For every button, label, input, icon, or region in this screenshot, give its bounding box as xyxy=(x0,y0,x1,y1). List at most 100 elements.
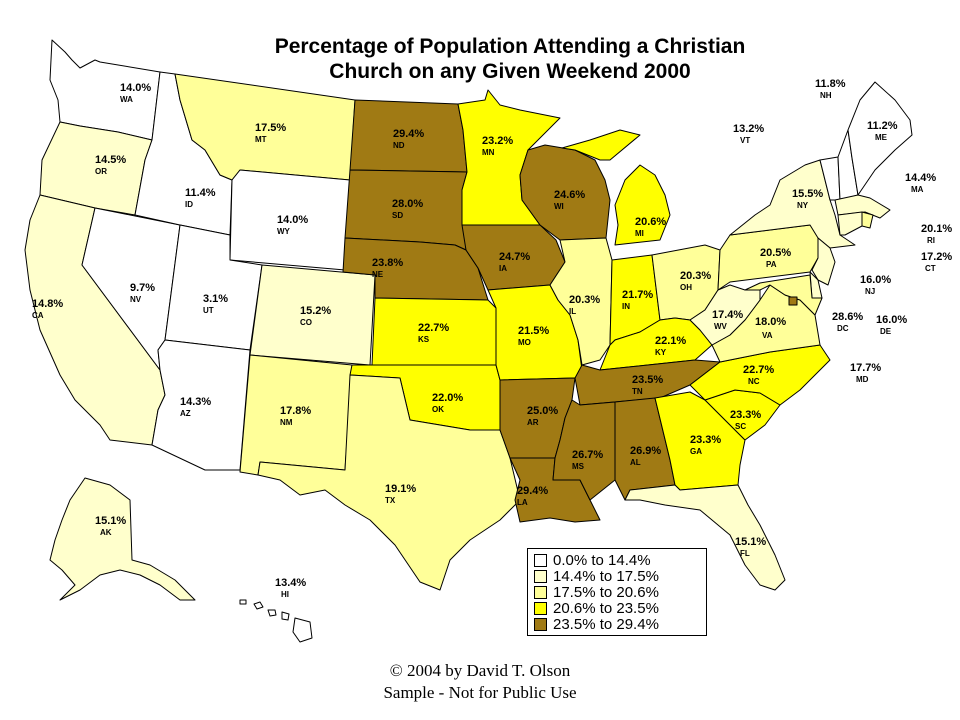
label-pct-AL: 26.9% xyxy=(630,445,661,457)
label-abbr-WV: WV xyxy=(714,322,728,331)
label-pct-WI: 24.6% xyxy=(554,189,585,201)
label-abbr-SC: SC xyxy=(735,422,746,431)
label-abbr-NV: NV xyxy=(130,295,142,304)
label-pct-IN: 21.7% xyxy=(622,289,653,301)
label-abbr-SD: SD xyxy=(392,211,403,220)
legend-item-2: 17.5% to 20.6% xyxy=(534,583,700,601)
label-abbr-AR: AR xyxy=(527,418,539,427)
label-pct-CO: 15.2% xyxy=(300,305,331,317)
label-abbr-OK: OK xyxy=(432,405,444,414)
state-NJ xyxy=(811,237,836,286)
label-pct-VA: 18.0% xyxy=(755,316,786,328)
state-SD xyxy=(344,169,468,251)
label-pct-MO: 21.5% xyxy=(518,325,549,337)
state-RI xyxy=(861,211,874,229)
state-AK xyxy=(49,477,196,601)
label-pct-NV: 9.7% xyxy=(130,282,155,294)
map-title: Percentage of Population Attending a Chr… xyxy=(250,34,770,84)
label-pct-WY: 14.0% xyxy=(277,214,308,226)
label-abbr-FL: FL xyxy=(740,549,750,558)
label-abbr-PA: PA xyxy=(766,260,777,269)
label-pct-HI: 13.4% xyxy=(275,577,306,589)
label-abbr-ND: ND xyxy=(393,141,405,150)
state-MS xyxy=(552,399,616,501)
label-abbr-NC: NC xyxy=(748,377,760,386)
label-abbr-OH: OH xyxy=(680,283,692,292)
label-abbr-MS: MS xyxy=(572,462,585,471)
label-abbr-CT: CT xyxy=(925,264,936,273)
legend-label-1: 14.4% to 17.5% xyxy=(553,567,659,585)
label-abbr-VT: VT xyxy=(740,136,750,145)
label-pct-UT: 3.1% xyxy=(203,293,228,305)
label-pct-AR: 25.0% xyxy=(527,405,558,417)
state-NE xyxy=(342,237,489,301)
label-pct-NJ: 16.0% xyxy=(860,274,891,286)
label-abbr-MT: MT xyxy=(255,135,267,144)
label-pct-VT: 13.2% xyxy=(733,123,764,135)
label-abbr-MI: MI xyxy=(635,229,644,238)
copyright-text: © 2004 by David T. Olson xyxy=(389,661,571,680)
label-pct-WV: 17.4% xyxy=(712,309,743,321)
title-line-2: Church on any Given Weekend 2000 xyxy=(329,60,691,83)
legend-label-3: 20.6% to 23.5% xyxy=(553,599,659,617)
label-abbr-AK: AK xyxy=(100,528,112,537)
label-abbr-MO: MO xyxy=(518,338,531,347)
label-pct-KY: 22.1% xyxy=(655,335,686,347)
state-labels: 14.0% WA 14.5% OR 14.8% CA 9.7% NV 11.4%… xyxy=(32,78,952,599)
label-abbr-GA: GA xyxy=(690,447,702,456)
label-pct-KS: 22.7% xyxy=(418,322,449,334)
label-abbr-AL: AL xyxy=(630,458,641,467)
label-abbr-IA: IA xyxy=(499,264,507,273)
label-abbr-TX: TX xyxy=(385,496,396,505)
label-pct-SD: 28.0% xyxy=(392,198,423,210)
label-abbr-CA: CA xyxy=(32,311,44,320)
label-pct-MT: 17.5% xyxy=(255,122,286,134)
label-pct-CT: 17.2% xyxy=(921,251,952,263)
label-pct-IL: 20.3% xyxy=(569,294,600,306)
legend-item-4: 23.5% to 29.4% xyxy=(534,615,700,633)
state-HI xyxy=(239,599,313,643)
legend-swatch-2 xyxy=(534,585,547,599)
label-pct-SC: 23.3% xyxy=(730,409,761,421)
legend-item-3: 20.6% to 23.5% xyxy=(534,599,700,617)
label-pct-ME: 11.2% xyxy=(867,120,898,132)
label-pct-MS: 26.7% xyxy=(572,449,603,461)
label-pct-WA: 14.0% xyxy=(120,82,151,94)
usage-notice: Sample - Not for Public Use xyxy=(383,683,577,702)
legend-label-2: 17.5% to 20.6% xyxy=(553,583,659,601)
label-pct-TX: 19.1% xyxy=(385,483,416,495)
label-abbr-OR: OR xyxy=(95,167,107,176)
label-abbr-UT: UT xyxy=(203,306,214,315)
label-pct-PA: 20.5% xyxy=(760,247,791,259)
label-abbr-MD: MD xyxy=(856,375,869,384)
label-abbr-NY: NY xyxy=(797,201,809,210)
legend-item-1: 14.4% to 17.5% xyxy=(534,567,700,585)
label-pct-MA: 14.4% xyxy=(905,172,936,184)
label-pct-ID: 11.4% xyxy=(185,187,216,199)
label-pct-NY: 15.5% xyxy=(792,188,823,200)
label-abbr-TN: TN xyxy=(632,387,643,396)
state-GA xyxy=(654,391,746,491)
legend-item-0: 0.0% to 14.4% xyxy=(534,551,700,569)
legend-label-4: 23.5% to 29.4% xyxy=(553,615,659,633)
label-pct-OH: 20.3% xyxy=(680,270,711,282)
label-abbr-CO: CO xyxy=(300,318,312,327)
label-abbr-MN: MN xyxy=(482,148,495,157)
label-pct-MI: 20.6% xyxy=(635,216,666,228)
label-pct-TN: 23.5% xyxy=(632,374,663,386)
label-abbr-DE: DE xyxy=(880,327,892,336)
legend-label-0: 0.0% to 14.4% xyxy=(553,551,651,569)
label-abbr-NJ: NJ xyxy=(865,287,875,296)
footer: © 2004 by David T. Olson Sample - Not fo… xyxy=(340,660,620,704)
legend-swatch-3 xyxy=(534,601,547,615)
legend-swatch-0 xyxy=(534,553,547,567)
state-WY xyxy=(229,169,351,271)
legend-swatch-4 xyxy=(534,617,547,631)
label-pct-NE: 23.8% xyxy=(372,257,403,269)
label-pct-DC: 28.6% xyxy=(832,311,863,323)
label-abbr-LA: LA xyxy=(517,498,528,507)
label-abbr-HI: HI xyxy=(281,590,289,599)
label-pct-DE: 16.0% xyxy=(876,314,907,326)
label-pct-NH: 11.8% xyxy=(815,78,846,90)
